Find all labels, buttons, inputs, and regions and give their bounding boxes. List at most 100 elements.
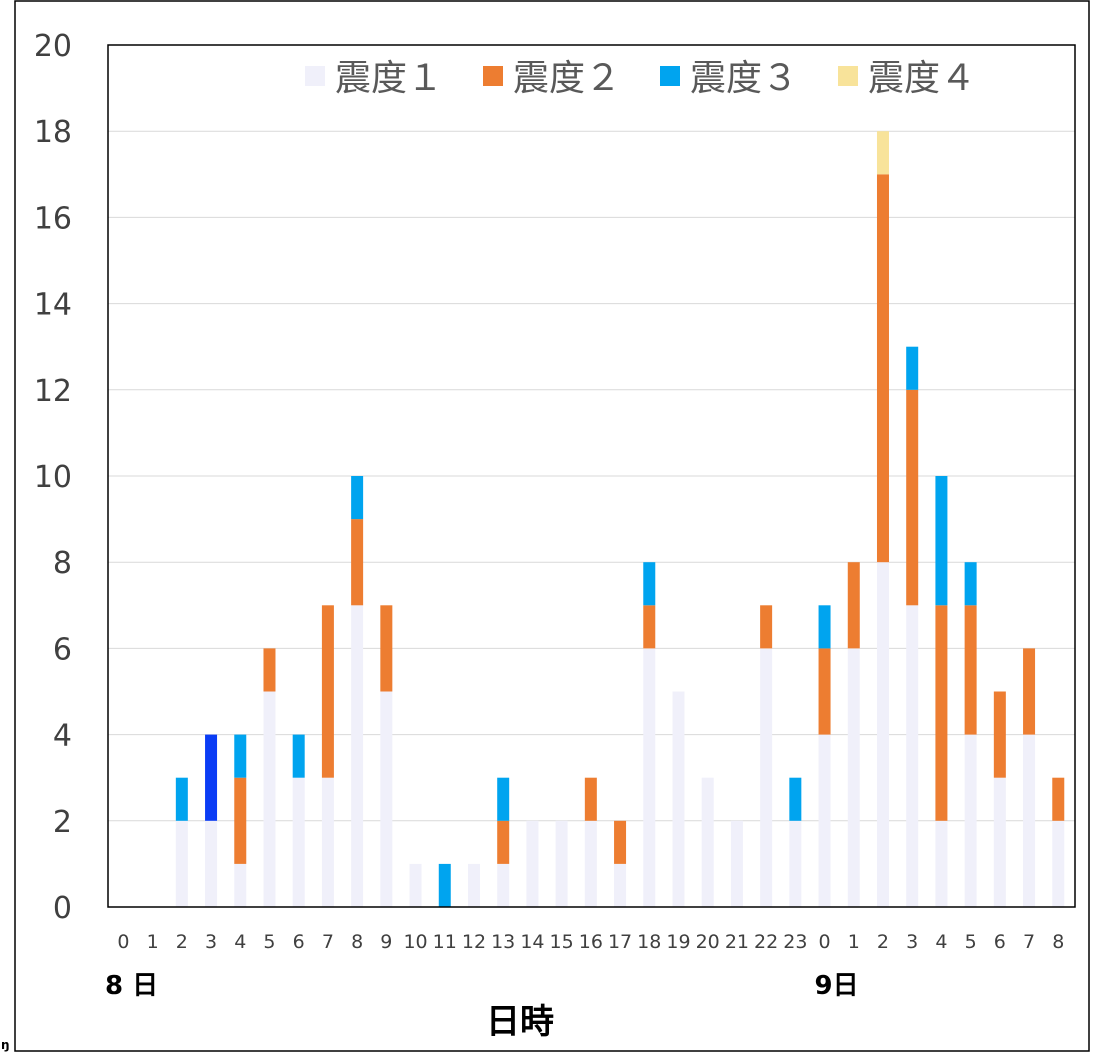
bar-segment-1 [906, 605, 919, 907]
x-tick-label: 5 [965, 931, 977, 953]
x-tick-label: 9 [380, 931, 392, 953]
bar-segment-1 [321, 777, 334, 907]
legend-label: 震度２ [513, 58, 621, 99]
bar-segment-1 [789, 820, 802, 907]
bar-segment-3 [643, 562, 656, 606]
legend: 震度１ 震度２ 震度３ 震度４ [305, 58, 976, 99]
y-tick-label: 6 [53, 632, 72, 667]
plot-area-border [107, 44, 1076, 908]
bar-segment-2 [380, 605, 393, 692]
bar-segment-3 [438, 863, 451, 907]
bar-segment-1 [526, 820, 539, 907]
bar-segment-1 [263, 691, 276, 907]
day-labels: 8 日 9日 [105, 971, 859, 1001]
x-tick-label: 10 [403, 931, 427, 953]
bar-segment-1 [993, 777, 1006, 907]
y-axis-ticks: 0 2 4 6 8 10 12 14 16 18 20 [34, 29, 72, 926]
x-tick-label: 15 [550, 931, 574, 953]
bar-segment-2 [614, 820, 627, 864]
x-tick-label: 13 [491, 931, 515, 953]
legend-swatch [483, 66, 503, 86]
bar-segment-2 [1023, 648, 1036, 735]
bar-segment-2 [847, 562, 860, 649]
bar-segment-2 [818, 648, 831, 735]
bar-segment-1 [1052, 820, 1065, 907]
bar-segment-2 [935, 605, 948, 821]
bar-segment-1 [614, 863, 627, 907]
bar-segment-1 [380, 691, 393, 907]
bar-segment-1 [935, 820, 948, 907]
x-tick-label: 8 [1052, 931, 1064, 953]
x-tick-label: 3 [205, 931, 217, 953]
bar-segment-3 [906, 346, 919, 390]
y-tick-label: 2 [53, 805, 72, 840]
y-tick-label: 20 [34, 29, 72, 64]
y-tick-label: 12 [34, 374, 72, 409]
x-tick-label: 23 [783, 931, 807, 953]
bar-segment-1 [847, 648, 860, 907]
bar-segment-1 [964, 734, 977, 907]
x-tick-label: 1 [147, 931, 159, 953]
bar-segment-1 [555, 820, 568, 907]
x-tick-label: 0 [819, 931, 831, 953]
bar-segment-3 [964, 562, 977, 606]
legend-label: 震度４ [868, 58, 976, 99]
x-tick-label: 5 [263, 931, 275, 953]
bar-segment-1 [497, 863, 510, 907]
bar-segment-2 [321, 605, 334, 778]
bar-segment-1 [409, 863, 422, 907]
x-tick-label: 11 [433, 931, 457, 953]
bar-segment-2 [906, 389, 919, 606]
bar-segment-4 [876, 131, 889, 175]
x-tick-label: 7 [322, 931, 334, 953]
bar-segment-3 [818, 605, 831, 649]
x-tick-label: 1 [848, 931, 860, 953]
bar-segment-1 [730, 820, 743, 907]
x-tick-label: 7 [1023, 931, 1035, 953]
x-tick-label: 14 [520, 931, 544, 953]
bar-segment-2 [351, 519, 364, 606]
bar-segment-1 [234, 863, 247, 907]
bar-segment-1 [467, 863, 480, 907]
bar-segment-2 [760, 605, 773, 649]
x-tick-label: 16 [579, 931, 603, 953]
y-tick-label: 16 [34, 201, 72, 236]
bar-segment-1 [672, 691, 685, 907]
x-axis-title: 日時 [486, 1002, 554, 1042]
bar-segment-1 [643, 648, 656, 907]
day-label: 9日 [815, 971, 859, 1001]
bar-segment-2 [876, 174, 889, 563]
bar-segment-1 [351, 605, 364, 907]
bar-segment-2 [643, 605, 656, 649]
x-tick-label: 12 [462, 931, 486, 953]
bar-segment-2 [1052, 777, 1065, 821]
legend-swatch [660, 66, 680, 86]
bar-segment-3 [175, 777, 188, 821]
bar-segment-1 [292, 777, 305, 907]
bar-segment-2 [964, 605, 977, 735]
y-tick-label: 8 [53, 546, 72, 581]
bar-segment-1 [1023, 734, 1036, 907]
day-label: 8 日 [105, 971, 158, 1001]
x-tick-label: 21 [725, 931, 749, 953]
bars [175, 131, 1065, 907]
y-tick-label: 0 [53, 891, 72, 926]
bar-segment-3 [935, 476, 948, 606]
legend-swatch [305, 66, 325, 86]
bar-segment-3 [234, 734, 247, 778]
bar-segment-3 [789, 777, 802, 821]
x-tick-label: 2 [877, 931, 889, 953]
bar-segment-1 [205, 820, 218, 907]
corner-glyph: ŋ [1, 1038, 10, 1052]
bar-segment-2 [263, 648, 276, 692]
bar-segment-3 [351, 476, 364, 520]
bar-segment-2 [993, 691, 1006, 778]
bar-segment-2 [234, 777, 247, 864]
bar-segment-1 [818, 734, 831, 907]
bar-segment-2 [584, 777, 597, 821]
bar-segment-3 [497, 777, 510, 821]
y-tick-label: 18 [34, 115, 72, 150]
x-tick-label: 8 [351, 931, 363, 953]
bar-segment-1 [175, 820, 188, 907]
